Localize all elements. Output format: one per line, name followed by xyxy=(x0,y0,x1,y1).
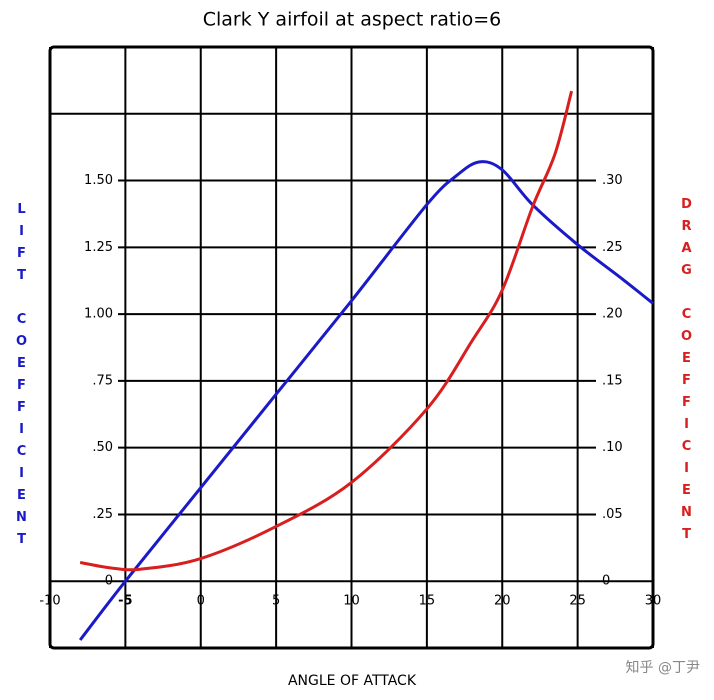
y2-tick-label: .15 xyxy=(602,373,623,388)
y2-tick-label: .10 xyxy=(602,440,623,455)
y2-tick-label: .30 xyxy=(602,173,623,188)
x-axis-label: ANGLE OF ATTACK xyxy=(288,673,417,689)
y-tick-label: .75 xyxy=(92,373,113,388)
x-tick-label: 15 xyxy=(419,594,436,609)
x-tick-label: 20 xyxy=(494,594,511,609)
y-tick-label: 1.25 xyxy=(84,240,113,255)
y-tick-label: 1.50 xyxy=(84,173,113,188)
series-line xyxy=(78,160,654,641)
x-tick-label: 5 xyxy=(272,594,280,609)
x-tick-label: -5 xyxy=(118,594,132,609)
plot-frame xyxy=(48,45,655,650)
y2-tick-label: .25 xyxy=(602,240,623,255)
chart-title: Clark Y airfoil at aspect ratio=6 xyxy=(203,9,502,31)
y-axis-label: LIFT COEFFICIENT xyxy=(14,202,29,554)
y2-tick-label: .05 xyxy=(602,507,623,522)
y-tick-label: .50 xyxy=(92,440,113,455)
y-tick-label: 1.00 xyxy=(84,307,113,322)
x-tick-label: 10 xyxy=(343,594,360,609)
y2-tick-label: .20 xyxy=(602,307,623,322)
series-line xyxy=(79,90,574,572)
x-tick-label: 0 xyxy=(197,594,205,609)
x-tick-label: 25 xyxy=(569,594,586,609)
y2-axis-label: DRAG COEFFICIENT xyxy=(679,197,694,549)
watermark: 知乎 @丁尹 xyxy=(626,659,700,676)
y2-tick-label: 0 xyxy=(602,574,610,589)
y-tick-label: .25 xyxy=(92,507,113,522)
